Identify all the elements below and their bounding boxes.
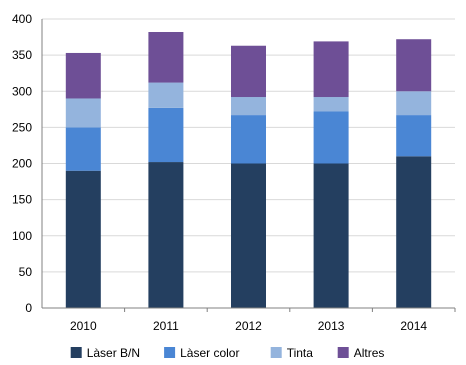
legend-item: Làser color [164, 346, 239, 360]
legend-swatch [164, 347, 176, 358]
bar-segment [313, 97, 349, 112]
bar-segment [148, 82, 184, 108]
y-tick-label: 150 [12, 193, 32, 207]
x-tick-label: 2013 [318, 319, 345, 333]
x-tick-label: 2011 [153, 319, 179, 333]
legend-label: Altres [354, 346, 385, 360]
legend-item: Làser B/N [70, 346, 140, 360]
legend: Làser B/N Làser color Tinta Altres [70, 346, 385, 360]
x-tick-label: 2014 [400, 319, 427, 333]
bar-segment [231, 45, 266, 98]
bar-segment [313, 163, 349, 308]
bar-segment [231, 163, 266, 308]
y-tick-label: 0 [25, 301, 32, 315]
bar-segment [65, 127, 101, 171]
bar-segment [396, 91, 432, 116]
x-tick-label: 2012 [235, 319, 262, 333]
y-tick-label: 300 [12, 84, 32, 98]
y-tick-label: 400 [12, 12, 32, 26]
legend-swatch [70, 347, 82, 358]
bar-segment [65, 52, 101, 99]
bar-segment [396, 115, 432, 157]
legend-item: Tinta [270, 346, 314, 360]
bar-segment [231, 115, 266, 164]
bar-segment [148, 162, 184, 308]
y-tick-label: 200 [12, 157, 32, 171]
legend-item: Altres [337, 346, 385, 360]
bar-segment [65, 170, 101, 308]
x-axis: 2010 2011 2012 2013 2014 [42, 307, 456, 333]
x-tick-label: 2010 [70, 319, 97, 333]
bar-segment [313, 111, 349, 164]
bar-segment [65, 98, 101, 128]
bar-segment [396, 39, 432, 92]
bar-segment [148, 32, 184, 83]
y-tick-label: 250 [12, 120, 32, 134]
y-tick-label: 100 [12, 229, 32, 243]
bar-segment [231, 97, 266, 116]
y-tick-label: 50 [19, 265, 33, 279]
legend-label: Làser B/N [87, 346, 140, 360]
y-tick-label: 350 [12, 48, 32, 62]
legend-swatch [270, 347, 282, 358]
legend-swatch [337, 347, 349, 358]
y-axis: 0 50 100 150 200 250 300 350 400 [12, 12, 43, 315]
legend-label: Làser color [180, 346, 239, 360]
bar-segment [313, 41, 349, 98]
bars [65, 32, 432, 308]
legend-label: Tinta [287, 346, 314, 360]
bar-segment [148, 107, 184, 163]
bar-segment [396, 156, 432, 308]
